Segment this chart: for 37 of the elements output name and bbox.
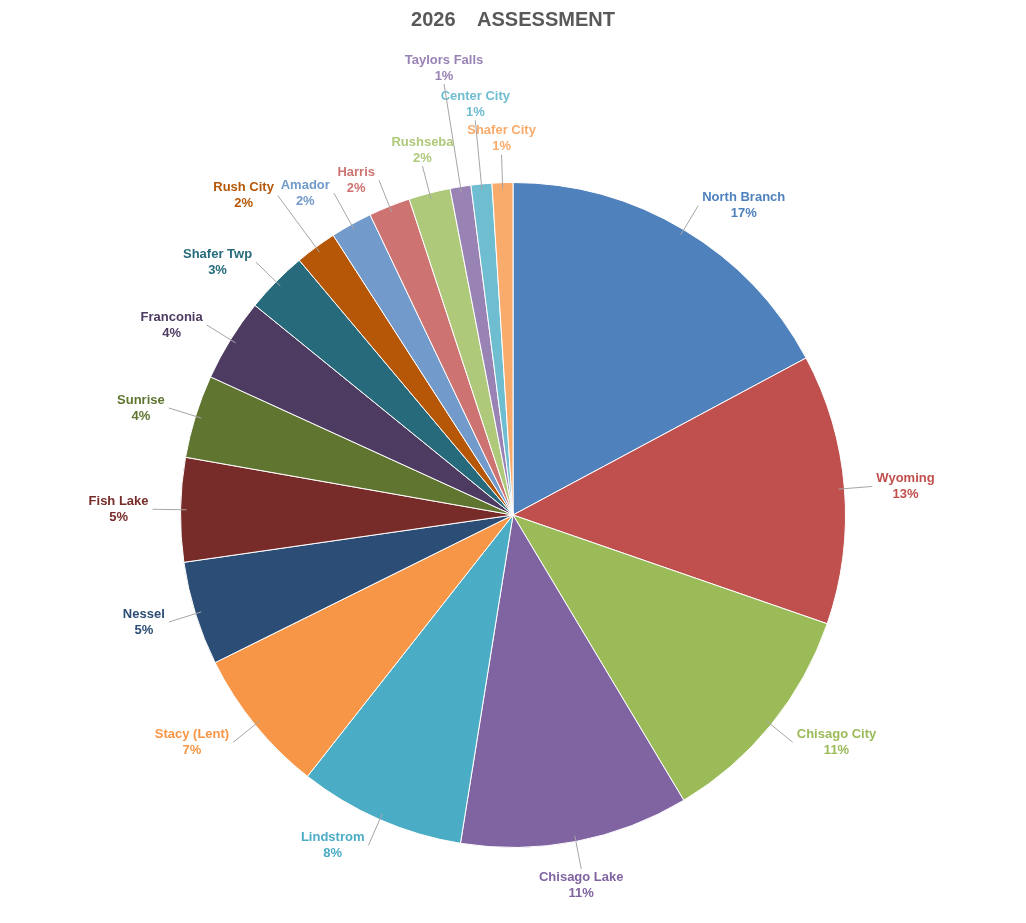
- slice-label: Rush City: [213, 179, 275, 195]
- slice-label: Franconia: [140, 308, 204, 324]
- slice-label: Taylors Falls: [404, 51, 484, 67]
- data-label: 5%: [109, 508, 129, 524]
- data-label: 4%: [162, 324, 182, 340]
- slice-label: Amador: [280, 176, 330, 192]
- data-label: 2%: [295, 192, 316, 208]
- slice-label: Nessel: [122, 605, 165, 621]
- data-label: 1%: [434, 67, 454, 83]
- data-label: 4%: [131, 407, 151, 423]
- data-label: 5%: [134, 621, 154, 637]
- slice-label: Sunrise: [117, 391, 165, 407]
- slice-label: Chisago Lake: [538, 868, 624, 884]
- data-label: 1%: [465, 103, 486, 119]
- slice-label: Fish Lake: [88, 492, 149, 508]
- data-label: 11%: [568, 884, 595, 900]
- data-label: 2%: [234, 195, 254, 211]
- slice-label: Shafer City: [467, 122, 537, 138]
- data-label: 2%: [413, 149, 433, 165]
- slice-label: Wyoming: [876, 470, 935, 486]
- slice-label: Harris: [337, 163, 376, 179]
- data-label: 7%: [182, 741, 202, 757]
- slice-label: North Branch: [702, 189, 786, 205]
- slice-label: Chisago City: [796, 725, 878, 741]
- slice-label: Lindstrom: [300, 828, 365, 844]
- slice-label: Rushseba: [391, 133, 455, 149]
- data-label: 3%: [208, 261, 228, 277]
- data-label: 2%: [346, 179, 367, 195]
- slice-label: Stacy (Lent): [154, 725, 230, 741]
- slice-label: Shafer Twp: [182, 245, 253, 261]
- data-label: 1%: [492, 138, 512, 154]
- slice-label: Center City: [440, 87, 511, 103]
- chart-title: 2026 ASSESSMENT: [411, 7, 615, 30]
- data-label: 17%: [730, 205, 758, 221]
- data-label: 13%: [892, 486, 919, 502]
- data-label: 11%: [823, 741, 850, 757]
- data-label: 8%: [323, 844, 343, 860]
